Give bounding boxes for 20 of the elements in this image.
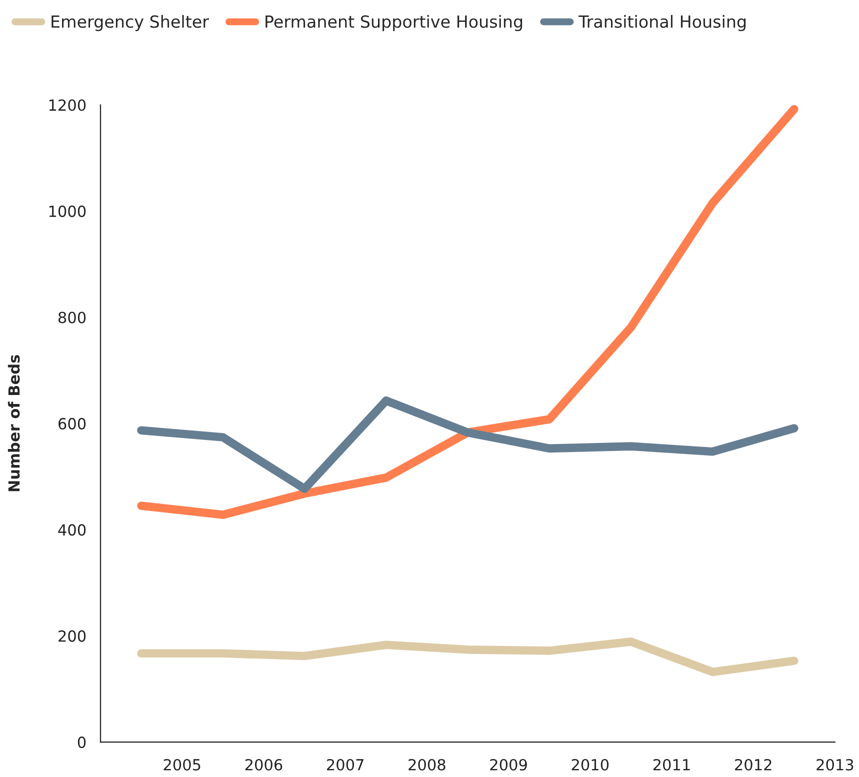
y-tick-label: 1000 (49, 206, 86, 218)
x-tick-label: 2010 (572, 758, 609, 771)
x-tick-label: 2009 (490, 758, 527, 771)
legend-label: Transitional Housing (578, 15, 746, 32)
x-tick-label: 2006 (245, 758, 282, 771)
legend-label: Emergency Shelter (52, 15, 209, 32)
legend-label: Permanent Supportive Housing (266, 15, 522, 32)
x-tick-label: 2005 (164, 758, 200, 771)
y-axis-title: Number of Beds (8, 355, 20, 492)
y-tick-label: 200 (58, 630, 86, 642)
x-tick-label: 2007 (326, 758, 364, 771)
x-tick-label: 2012 (735, 758, 772, 771)
x-tick-label: 2011 (653, 758, 690, 771)
y-tick-label: 400 (58, 524, 86, 536)
y-tick-label: 600 (58, 418, 86, 430)
y-tick-label: 800 (58, 312, 86, 324)
y-tick-label: 0 (78, 736, 86, 748)
x-tick-label: 2008 (408, 758, 446, 771)
y-tick-label: 1200 (49, 99, 86, 111)
x-tick-label: 2013 (816, 758, 854, 771)
